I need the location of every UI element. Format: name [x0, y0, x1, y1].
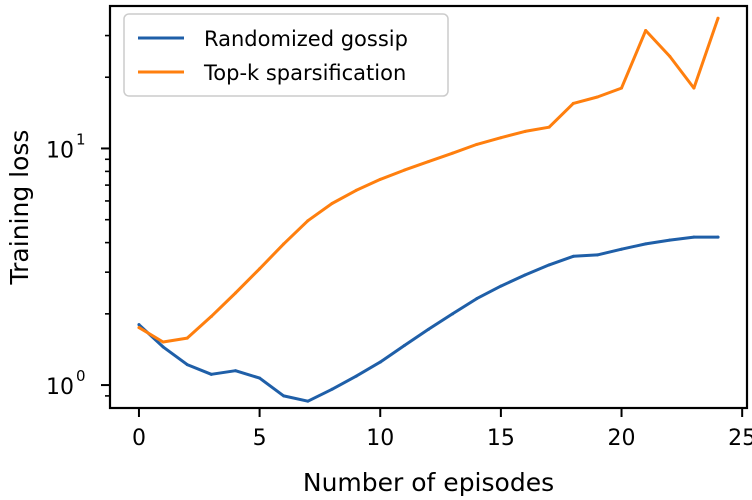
data-point-top-k-sparsification [185, 336, 189, 340]
y-tick-base: 10 [46, 138, 74, 163]
data-point-randomized-gossip [427, 327, 430, 331]
y-tick-exponent: 0 [76, 367, 86, 385]
y-tick-label: 10 [46, 138, 74, 163]
data-point-top-k-sparsification [427, 160, 430, 164]
data-point-top-k-sparsification [668, 54, 672, 58]
data-point-randomized-gossip [282, 394, 286, 398]
x-tick-label: 5 [253, 426, 267, 451]
data-point-top-k-sparsification [475, 142, 479, 146]
data-point-randomized-gossip [499, 284, 503, 288]
data-point-randomized-gossip [330, 387, 334, 391]
legend-label-top-k-sparsification: Top-k sparsification [203, 61, 406, 85]
data-point-top-k-sparsification [451, 151, 455, 155]
data-point-randomized-gossip [185, 363, 189, 367]
data-point-randomized-gossip [595, 253, 599, 257]
plot-frame [108, 4, 749, 410]
y-tick-exponent: 1 [76, 130, 86, 148]
data-point-top-k-sparsification [137, 326, 141, 330]
data-point-top-k-sparsification [402, 168, 406, 172]
data-point-top-k-sparsification [378, 177, 382, 181]
x-tick-label: 20 [608, 426, 636, 451]
data-point-top-k-sparsification [161, 340, 165, 344]
x-tick-label: 10 [366, 426, 394, 451]
legend: Randomized gossip Top-k sparsification [123, 13, 449, 97]
data-point-top-k-sparsification [620, 86, 624, 90]
data-point-top-k-sparsification [258, 267, 262, 271]
y-tick-label: 10 [46, 375, 74, 400]
data-point-top-k-sparsification [354, 188, 358, 192]
data-point-randomized-gossip [644, 242, 648, 246]
axes-frame [108, 4, 749, 410]
data-point-randomized-gossip [161, 345, 165, 349]
legend-box [123, 13, 449, 97]
data-point-randomized-gossip [402, 343, 406, 347]
data-point-top-k-sparsification [644, 29, 648, 33]
x-axis-label: Number of episodes [303, 468, 554, 497]
x-tick-label: 15 [487, 426, 515, 451]
data-point-randomized-gossip [451, 312, 455, 316]
data-point-randomized-gossip [571, 254, 575, 258]
series-lines [137, 16, 720, 403]
y-axis-label: Training loss [5, 130, 34, 286]
data-point-top-k-sparsification [233, 291, 237, 295]
data-point-randomized-gossip [620, 247, 624, 251]
x-tick-label: 25 [728, 426, 752, 451]
data-point-randomized-gossip [209, 372, 213, 376]
y-tick-base: 10 [46, 375, 74, 400]
x-tick-label: 0 [132, 426, 146, 451]
data-point-top-k-sparsification [692, 86, 696, 90]
data-point-randomized-gossip [547, 263, 551, 267]
data-point-randomized-gossip [692, 235, 696, 239]
data-point-randomized-gossip [475, 297, 479, 301]
data-point-randomized-gossip [378, 360, 382, 364]
data-point-top-k-sparsification [330, 202, 334, 206]
data-point-randomized-gossip [306, 399, 310, 403]
data-point-top-k-sparsification [209, 314, 213, 318]
data-point-randomized-gossip [258, 376, 262, 380]
data-point-top-k-sparsification [499, 136, 503, 140]
data-point-top-k-sparsification [595, 95, 599, 99]
data-point-top-k-sparsification [523, 129, 527, 133]
data-point-top-k-sparsification [716, 16, 720, 20]
legend-label-randomized-gossip: Randomized gossip [204, 27, 408, 51]
data-point-randomized-gossip [233, 369, 237, 373]
x-axis-ticks: 0 5 10 15 20 25 [132, 408, 752, 451]
data-point-top-k-sparsification [571, 101, 575, 105]
data-point-top-k-sparsification [306, 219, 310, 223]
data-point-randomized-gossip [137, 323, 141, 327]
data-point-top-k-sparsification [547, 125, 551, 129]
data-point-randomized-gossip [523, 273, 527, 277]
data-point-randomized-gossip [716, 235, 720, 239]
series-line-randomized-gossip [137, 235, 720, 403]
data-point-top-k-sparsification [282, 242, 286, 246]
data-point-randomized-gossip [668, 238, 672, 242]
data-point-randomized-gossip [354, 374, 358, 378]
